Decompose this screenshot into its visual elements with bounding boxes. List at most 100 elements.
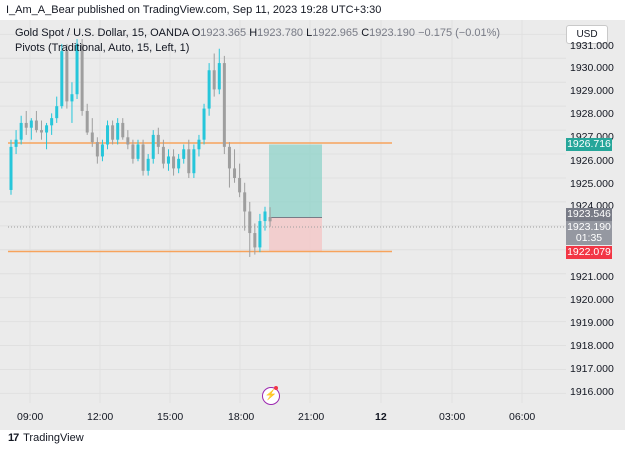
close-value: 1923.190 [369, 27, 416, 39]
candle-body [192, 149, 196, 174]
candle-body [116, 122, 120, 140]
candle-body [166, 156, 170, 164]
candle-body [60, 51, 64, 107]
candle-body [202, 108, 206, 140]
candle-body [45, 125, 49, 133]
candle-body [156, 134, 160, 147]
currency-button[interactable]: USD [566, 25, 608, 44]
candle-body [141, 144, 145, 171]
indicator-legend[interactable]: Pivots (Traditional, Auto, 15, Left, 1) [15, 42, 190, 54]
y-tick-label: 1929.000 [570, 85, 614, 97]
candle-body [9, 146, 13, 190]
candle-body [161, 146, 165, 164]
entry-price-tag: 1923.546 [566, 208, 612, 221]
low-label: L [306, 27, 313, 39]
candle-body [146, 158, 150, 171]
candle-body [253, 233, 257, 248]
x-tick-label: 06:00 [509, 411, 536, 423]
candle-body [212, 70, 216, 90]
x-tick-label: 03:00 [439, 411, 466, 423]
candle-body [238, 177, 242, 193]
candle-body [55, 106, 59, 119]
footer-brand[interactable]: 17 TradingView [8, 432, 84, 444]
y-tick-label: 1919.000 [570, 317, 614, 329]
flash-icon[interactable]: ⚡ [262, 387, 280, 405]
open-label: O [191, 27, 201, 39]
candle-body [248, 211, 252, 234]
candle-body [258, 221, 262, 248]
candle-body [111, 125, 115, 140]
y-tick-label: 1928.000 [570, 108, 614, 120]
change-value: −0.175 (−0.01%) [418, 27, 501, 39]
candle-body [29, 120, 33, 128]
symbol-legend[interactable]: Gold Spot / U.S. Dollar, 15, OANDA O1923… [15, 27, 500, 39]
x-tick-label: 18:00 [228, 411, 255, 423]
x-tick-label-day: 12 [375, 411, 387, 423]
candle-body [182, 149, 186, 159]
target-price-tag: 1926.716 [566, 138, 612, 151]
x-tick-label: 15:00 [157, 411, 184, 423]
candle-body [268, 217, 272, 222]
y-tick-label: 1930.000 [570, 62, 614, 74]
candle-body [126, 137, 130, 145]
candle-body [106, 125, 110, 145]
candle-body [34, 120, 38, 131]
candle-body [65, 51, 69, 102]
candle-body [85, 110, 89, 133]
y-tick-label: 1916.000 [570, 386, 614, 398]
candle-body [217, 63, 221, 90]
candle-body [263, 211, 267, 222]
candle-body [70, 94, 74, 102]
x-tick-label: 09:00 [17, 411, 44, 423]
candle-body [197, 139, 201, 150]
candle-body [172, 156, 176, 169]
high-label: H [249, 27, 258, 39]
candle-body [14, 139, 18, 147]
loss-zone[interactable] [269, 217, 322, 252]
candle-body [100, 144, 104, 157]
y-tick-label: 1931.000 [570, 40, 614, 52]
candle-body [151, 134, 155, 159]
brand-name: TradingView [23, 432, 84, 444]
publish-header: I_Am_A_Bear published on TradingView.com… [6, 4, 382, 16]
y-tick-label: 1918.000 [570, 340, 614, 352]
candle-body [222, 63, 226, 147]
candle-body [243, 192, 247, 212]
y-tick-label: 1926.000 [570, 155, 614, 167]
candles [9, 39, 272, 257]
candle-body [19, 122, 23, 140]
current-price-tag: 1923.190 [566, 221, 612, 234]
candle-body [80, 43, 84, 111]
candle-body [95, 142, 99, 157]
x-tick-label: 12:00 [87, 411, 114, 423]
stop-price-tag: 1922.079 [566, 246, 612, 259]
close-label: C [361, 27, 370, 39]
candle-body [90, 132, 94, 143]
x-tick-label: 21:00 [298, 411, 325, 423]
candle-body [50, 118, 54, 126]
candle-body [136, 144, 140, 159]
candle-body [121, 122, 125, 138]
profit-zone[interactable] [269, 144, 322, 218]
countdown-tag: 01:35 [566, 232, 612, 245]
high-value: 1923.780 [257, 27, 304, 39]
candle-body [227, 146, 231, 169]
y-tick-label: 1917.000 [570, 363, 614, 375]
candle-body [75, 43, 79, 95]
tradingview-logo-icon: 17 [8, 432, 19, 444]
open-value: 1923.365 [200, 27, 247, 39]
y-tick-label: 1921.000 [570, 271, 614, 283]
candle-body [131, 144, 135, 159]
candle-body [39, 130, 43, 133]
candle-body [207, 70, 211, 109]
low-value: 1922.965 [312, 27, 359, 39]
candle-body [187, 149, 191, 174]
notification-dot-icon [274, 386, 278, 390]
candle-body [233, 168, 237, 178]
symbol-name[interactable]: Gold Spot / U.S. Dollar, 15, OANDA [15, 27, 189, 39]
candle-body [177, 158, 181, 169]
y-tick-label: 1920.000 [570, 294, 614, 306]
y-tick-label: 1925.000 [570, 178, 614, 190]
candle-body [24, 122, 28, 128]
